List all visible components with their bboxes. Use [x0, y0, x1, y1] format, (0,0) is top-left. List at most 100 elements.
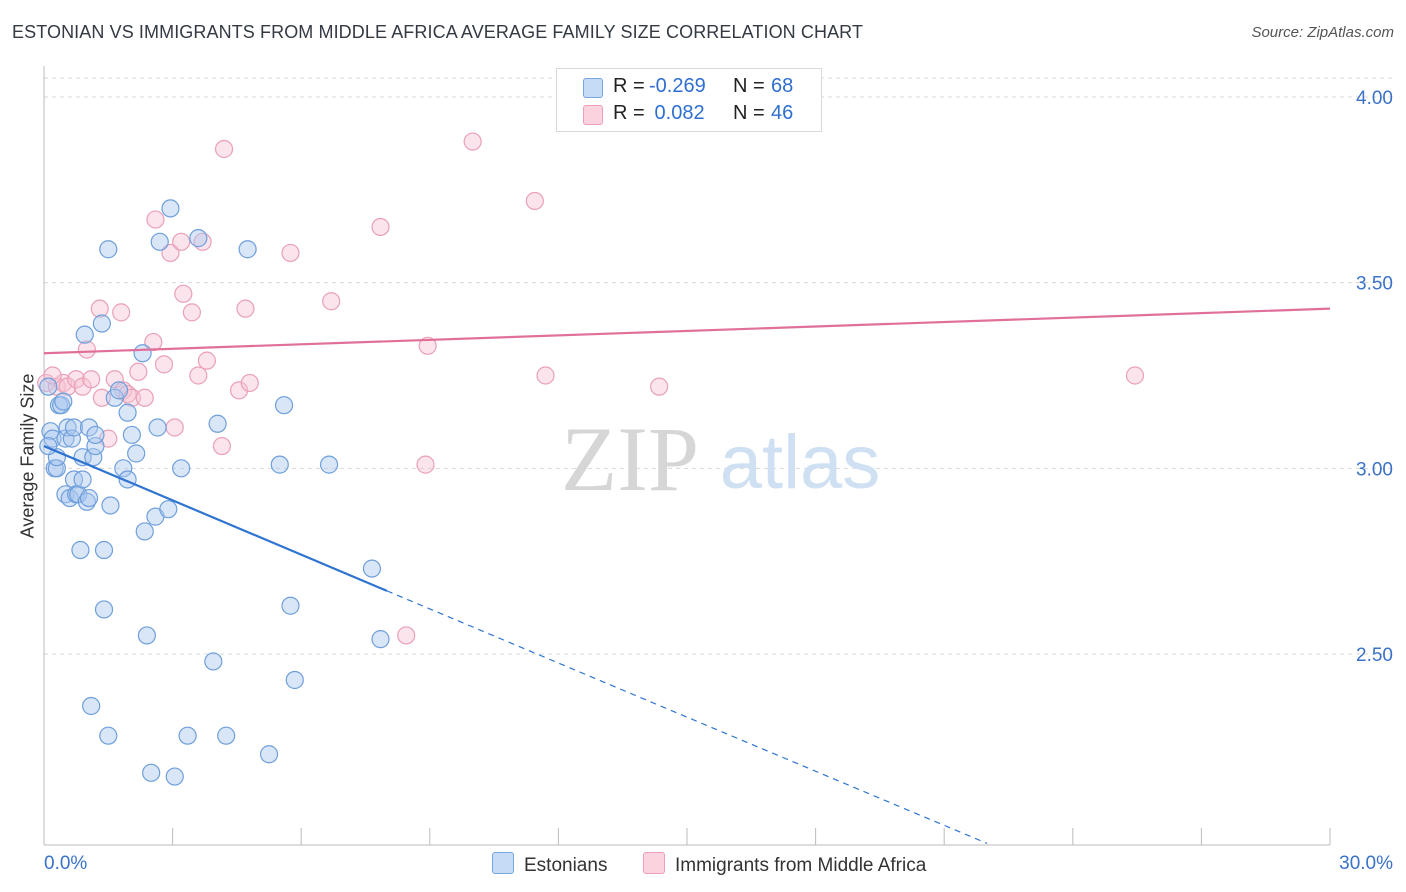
data-point: [214, 139, 234, 159]
data-point: [94, 600, 114, 619]
data-point: [135, 522, 154, 541]
data-point: [238, 240, 257, 259]
trend-lines: [43, 307, 1331, 844]
gridlines: [44, 77, 1394, 655]
source-credit: Source: ZipAtlas.com: [1251, 24, 1394, 41]
y-tick-label: 4.00: [1356, 88, 1393, 109]
y-axis-title: Average Family Size: [17, 373, 38, 539]
data-point: [39, 436, 58, 456]
data-point: [281, 243, 300, 263]
data-point: [135, 388, 154, 407]
legend-n-value: 46: [771, 102, 794, 124]
y-tick-label: 2.50: [1356, 645, 1393, 666]
data-point: [165, 418, 184, 437]
data-point: [208, 414, 227, 433]
legend-n-label: N =: [733, 75, 765, 97]
data-point: [150, 232, 169, 251]
data-point: [137, 626, 156, 645]
data-point: [86, 425, 105, 445]
legend-r-label: R =: [613, 75, 645, 97]
data-point: [189, 229, 208, 248]
data-point: [165, 767, 184, 786]
watermark-atlas: atlas: [720, 420, 881, 505]
series-immigrants-middle-africa: [37, 132, 1145, 645]
data-point: [270, 455, 289, 474]
data-point: [161, 199, 180, 218]
data-point: [154, 355, 174, 374]
data-point: [144, 332, 163, 352]
data-point: [204, 652, 223, 671]
data-point: [322, 292, 341, 311]
data-point: [79, 418, 99, 437]
data-point: [99, 240, 118, 259]
data-point: [159, 500, 178, 519]
legend-item-estonians[interactable]: Estonians: [492, 852, 607, 877]
data-point: [109, 381, 129, 400]
data-point: [274, 396, 294, 415]
data-point: [99, 726, 118, 745]
legend-r-value: 0.082: [649, 102, 705, 124]
trend-line-estonians: [43, 445, 388, 592]
legend-n-value: 68: [771, 75, 794, 97]
data-point: [92, 314, 111, 333]
data-point: [362, 559, 382, 578]
data-point: [67, 370, 86, 389]
data-point: [54, 392, 73, 411]
trend-line-estonians-extrapolated: [386, 590, 988, 844]
data-point: [39, 377, 58, 396]
data-point: [240, 373, 259, 393]
legend-swatch-immigrants: [643, 852, 665, 874]
data-point: [197, 351, 216, 370]
data-point: [229, 381, 249, 400]
data-point: [536, 366, 555, 385]
data-point: [64, 418, 84, 437]
data-point: [43, 366, 62, 385]
data-point: [236, 299, 255, 318]
data-point: [418, 336, 437, 355]
data-point: [75, 325, 94, 344]
y-tick-label: 3.50: [1356, 274, 1393, 295]
watermark: ZIP atlas: [561, 408, 880, 510]
data-point: [148, 418, 167, 437]
data-point: [122, 425, 141, 445]
data-point: [650, 377, 669, 396]
data-point: [142, 763, 161, 782]
legend-swatch-estonians: [492, 852, 514, 874]
chart-title: ESTONIAN VS IMMIGRANTS FROM MIDDLE AFRIC…: [12, 22, 864, 42]
data-point: [281, 596, 300, 615]
data-point: [58, 418, 77, 437]
data-point: [174, 284, 193, 303]
data-point: [285, 670, 304, 690]
data-point: [397, 626, 416, 645]
data-point: [178, 726, 197, 745]
data-point: [101, 496, 120, 515]
legend-label-immigrants: Immigrants from Middle Africa: [675, 855, 927, 876]
data-point: [90, 299, 109, 318]
data-point: [217, 726, 236, 745]
data-point: [259, 745, 279, 764]
data-point: [161, 243, 180, 263]
axes: [43, 66, 1331, 846]
legend-item-immigrants[interactable]: Immigrants from Middle Africa: [643, 852, 926, 877]
data-point: [172, 232, 191, 251]
y-tick-label: 3.00: [1356, 459, 1393, 480]
data-point: [371, 217, 390, 237]
x-tick-label-max: 30.0%: [1339, 853, 1393, 874]
data-point: [182, 303, 201, 322]
series-estonians: [39, 199, 390, 786]
legend-swatch-blue: [583, 78, 603, 98]
data-point: [114, 459, 133, 478]
data-point: [146, 210, 165, 229]
data-point: [41, 422, 60, 441]
data-point: [92, 388, 111, 407]
data-point: [172, 459, 191, 478]
data-point: [129, 362, 148, 381]
data-point: [371, 630, 390, 649]
data-point: [94, 540, 114, 560]
legend-r-value: -0.269: [649, 75, 706, 97]
data-point: [73, 470, 92, 489]
legend-swatch-pink: [583, 105, 603, 125]
data-point: [79, 488, 99, 508]
x-tick-label-min: 0.0%: [44, 853, 87, 874]
data-point: [525, 191, 544, 211]
